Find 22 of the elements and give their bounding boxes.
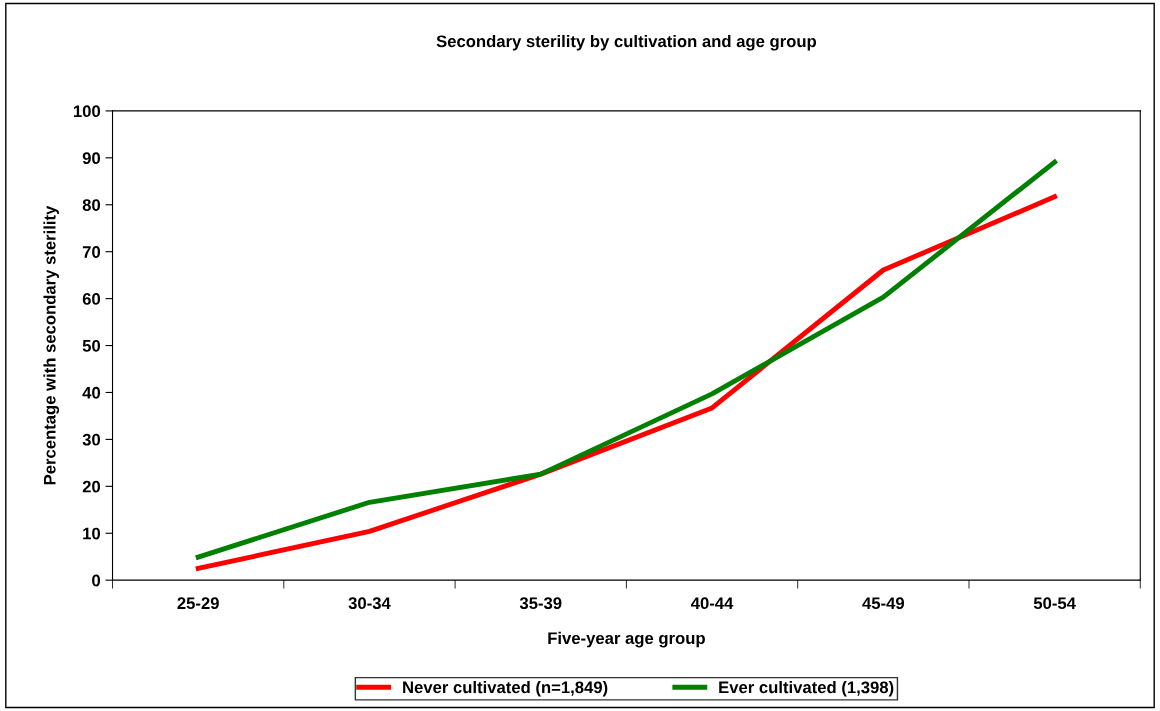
y-tick-label: 90: [82, 152, 101, 165]
x-axis-title: Five-year age group: [548, 631, 705, 648]
y-tick-label: 70: [82, 246, 101, 258]
x-tick-label: 45-49: [862, 597, 905, 610]
y-tick-label: 80: [82, 199, 101, 211]
y-tick-label: 0: [92, 574, 101, 587]
y-tick-label: 40: [82, 386, 101, 399]
legend-label: Ever cultivated (1,398): [719, 681, 894, 697]
y-tick-label: 50: [82, 339, 101, 352]
x-tick-label: 25-29: [177, 597, 219, 610]
y-axis-title: Percentage with secondary sterility: [43, 205, 60, 485]
y-tick-label: 10: [83, 527, 101, 540]
legend-label: Never cultivated (n=1,849): [403, 681, 608, 697]
y-tick-label: 60: [82, 293, 101, 305]
y-tick-label: 20: [82, 480, 101, 493]
x-tick-label: 40-44: [690, 597, 734, 610]
y-tick-label: 30: [82, 433, 101, 446]
x-tick-label: 50-54: [1033, 597, 1076, 610]
x-tick-label: 35-39: [519, 597, 562, 610]
chart-title: Secondary sterility by cultivation and age group: [436, 34, 817, 51]
x-tick-label: 30-34: [348, 597, 391, 610]
y-tick-label: 100: [73, 105, 101, 118]
